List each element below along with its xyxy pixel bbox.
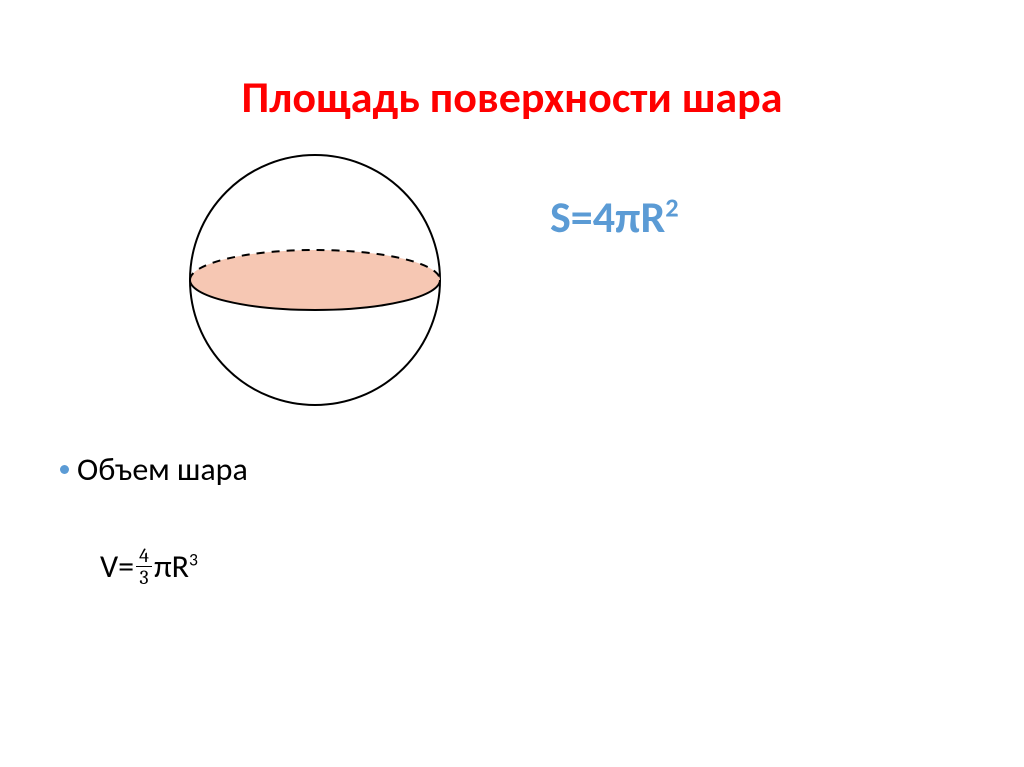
sphere-diagram (185, 150, 445, 410)
vf-pi: π (154, 547, 172, 586)
surface-area-formula: S=4πR2 (550, 190, 679, 244)
vf-exp: 3 (189, 548, 198, 570)
slide: Площадь поверхности шара S=4πR2 Объем ша… (0, 0, 1024, 767)
volume-label-row: Объем шара (60, 450, 248, 489)
formula-coef: 4π (593, 190, 641, 244)
formula-var: R (641, 190, 666, 244)
vf-V: V (100, 547, 118, 586)
vf-eq: = (118, 547, 134, 586)
vf-denominator: 3 (136, 567, 151, 588)
vf-var: R (172, 547, 189, 586)
slide-title: Площадь поверхности шара (0, 70, 1024, 124)
vf-numerator: 4 (136, 545, 152, 567)
vf-fraction: 4 3 (136, 545, 152, 588)
volume-label: Объем шара (77, 450, 248, 489)
formula-exp: 2 (665, 192, 678, 224)
formula-eq: = (571, 190, 593, 244)
formula-S: S (550, 190, 571, 244)
volume-formula: V= 4 3 πR3 (100, 545, 198, 588)
bullet-icon (60, 465, 69, 474)
vf-rest: πR3 (154, 547, 198, 586)
